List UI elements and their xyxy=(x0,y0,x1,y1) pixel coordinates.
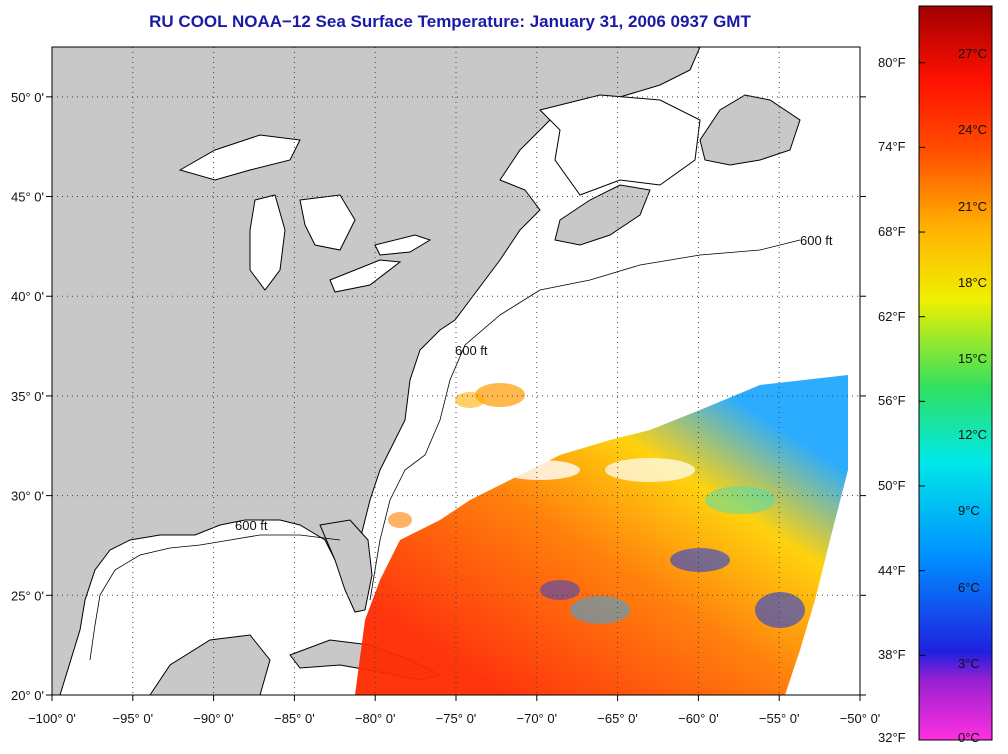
contour-label-ne: 600 ft xyxy=(800,233,833,248)
colorbar xyxy=(918,5,993,741)
colorbar-celsius-label: 18°C xyxy=(958,274,988,290)
contour-label: 600 ft xyxy=(455,343,488,358)
lon-label: −95° 0' xyxy=(113,711,154,726)
lat-label: 30° 0' xyxy=(11,489,44,504)
colorbar-fahrenheit-label: 32°F xyxy=(878,730,906,745)
lon-label: −100° 0' xyxy=(28,711,76,726)
colorbar-celsius-label: 21°C xyxy=(958,198,988,214)
lake-superior xyxy=(178,134,301,181)
lon-label: −90° 0' xyxy=(193,711,234,726)
colorbar-fahrenheit-label: 68°F xyxy=(878,224,906,240)
lon-label: −55° 0' xyxy=(759,711,800,726)
colorbar-celsius-label: 24°C xyxy=(958,122,988,138)
lon-label: −85° 0' xyxy=(274,711,315,726)
colorbar-celsius-label: 12°C xyxy=(958,427,988,443)
colorbar-fahrenheit-label: 80°F xyxy=(878,54,906,70)
longitude-labels: −100° 0' −95° 0' −90° 0' −85° 0' −80° 0' −75°… xyxy=(28,695,880,726)
land-nova-scotia xyxy=(554,184,651,246)
isobath-600ft xyxy=(369,239,801,601)
land-florida xyxy=(319,519,373,613)
colorbar-fahrenheit-label: 74°F xyxy=(878,139,906,155)
lake-michigan xyxy=(249,194,286,291)
colorbar-fahrenheit-label: 50°F xyxy=(878,478,906,494)
lat-label: 50° 0' xyxy=(11,90,44,105)
colorbar-fahrenheit-label: 44°F xyxy=(878,562,906,578)
land-newfoundland xyxy=(699,94,801,166)
lake-huron xyxy=(299,194,356,251)
lat-label: 40° 0' xyxy=(11,289,44,304)
lon-label: −80° 0' xyxy=(355,711,396,726)
colorbar-celsius-label: 0°C xyxy=(958,730,980,745)
gulf-st-lawrence xyxy=(539,94,701,196)
land-north-america xyxy=(52,47,701,695)
lake-ontario xyxy=(374,234,432,256)
lon-label: −75° 0' xyxy=(436,711,477,726)
lon-label: −60° 0' xyxy=(678,711,719,726)
sst-swath xyxy=(355,375,848,695)
contour-label-gulf: 600 ft xyxy=(235,518,268,533)
land-yucatan xyxy=(149,634,271,695)
colorbar-celsius-label: 27°C xyxy=(958,46,988,62)
colorbar-ticks xyxy=(919,62,925,741)
colorbar-celsius-label: 9°C xyxy=(958,503,980,519)
colorbar-celsius-label: 15°C xyxy=(958,351,988,367)
lat-label: 35° 0' xyxy=(11,389,44,404)
lat-label: 45° 0' xyxy=(11,190,44,205)
lon-label: −70° 0' xyxy=(517,711,558,726)
lat-label: 25° 0' xyxy=(11,588,44,603)
latitude-labels: 50° 0' 45° 0' 40° 0' 35° 0' 30° 0' 25° 0' 20° … xyxy=(11,90,866,703)
colorbar-celsius-label: 6°C xyxy=(958,579,980,595)
isobath-gulf xyxy=(89,534,341,661)
colorbar-fahrenheit-label: 38°F xyxy=(878,647,906,663)
colorbar-fahrenheit-label: 62°F xyxy=(878,308,906,324)
colorbar-fahrenheit-label: 56°F xyxy=(878,393,906,409)
lat-label: 20° 0' xyxy=(11,688,44,703)
lon-label: −50° 0' xyxy=(840,711,881,726)
map-title: RU COOL NOAA−12 Sea Surface Temperature:… xyxy=(149,12,751,31)
lon-label: −65° 0' xyxy=(597,711,638,726)
lake-erie xyxy=(329,259,402,293)
colorbar-celsius-label: 3°C xyxy=(958,655,980,671)
